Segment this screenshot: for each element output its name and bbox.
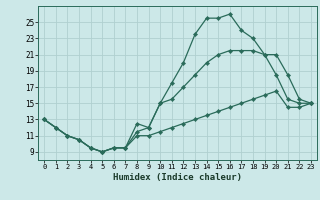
X-axis label: Humidex (Indice chaleur): Humidex (Indice chaleur) — [113, 173, 242, 182]
